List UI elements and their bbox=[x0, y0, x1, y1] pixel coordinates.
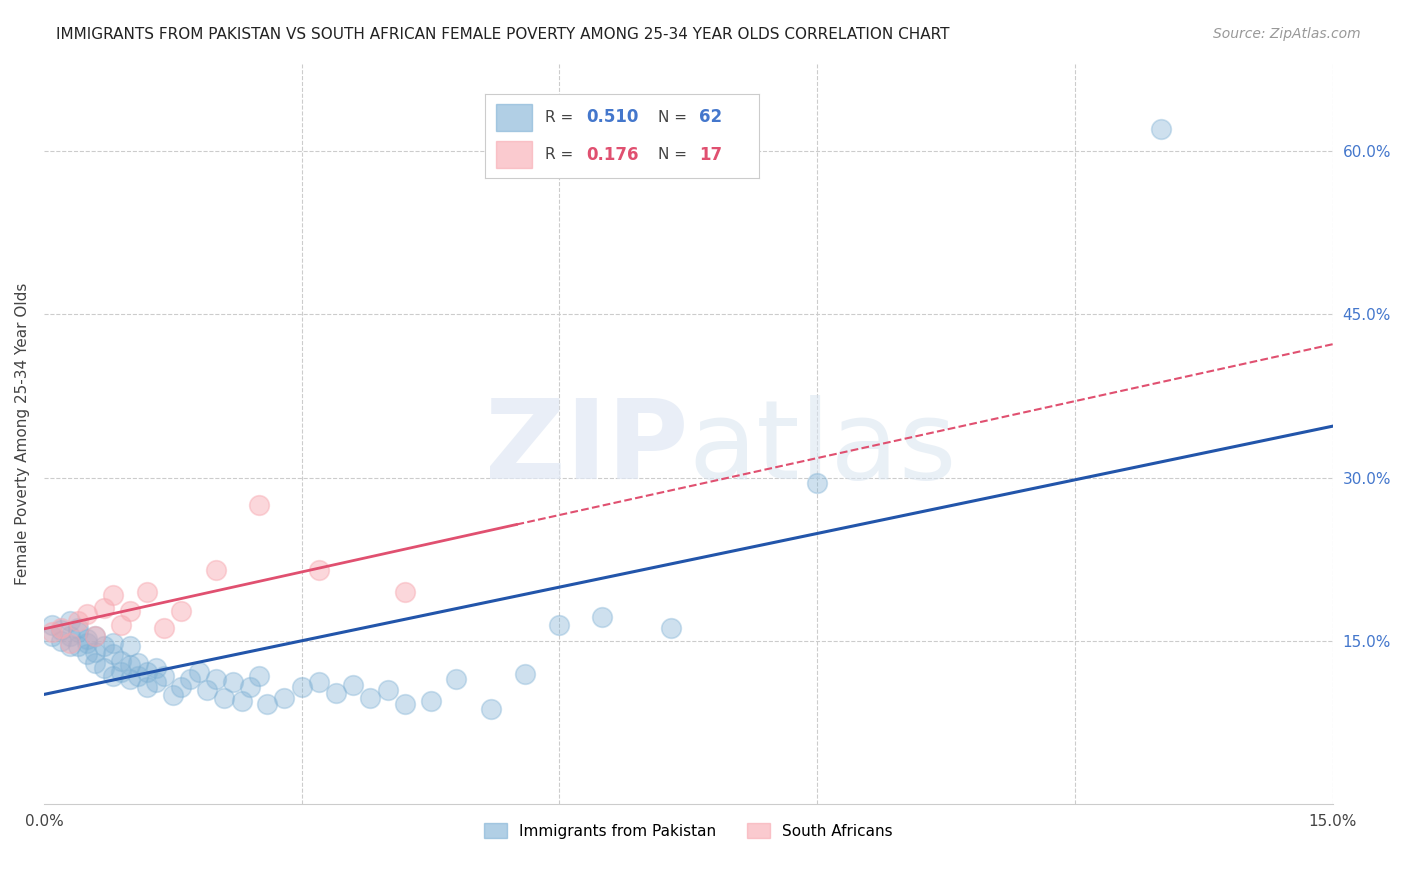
Point bbox=[239, 680, 262, 694]
Point bbox=[591, 610, 613, 624]
Point bbox=[41, 617, 63, 632]
Point bbox=[127, 669, 149, 683]
Point bbox=[273, 690, 295, 705]
Point bbox=[179, 672, 201, 686]
Point bbox=[214, 690, 236, 705]
Bar bbox=[496, 141, 531, 169]
Point bbox=[84, 629, 107, 643]
Point bbox=[76, 632, 98, 646]
Point bbox=[76, 636, 98, 650]
Point bbox=[162, 689, 184, 703]
Point bbox=[118, 672, 141, 686]
Point bbox=[136, 680, 159, 694]
Point bbox=[84, 656, 107, 670]
Point bbox=[325, 686, 347, 700]
Point bbox=[170, 680, 193, 694]
Point bbox=[67, 615, 90, 629]
Legend: Immigrants from Pakistan, South Africans: Immigrants from Pakistan, South Africans bbox=[478, 816, 898, 845]
Text: atlas: atlas bbox=[689, 395, 957, 502]
Point bbox=[110, 617, 132, 632]
Point bbox=[247, 669, 270, 683]
Point bbox=[513, 666, 536, 681]
Point bbox=[195, 683, 218, 698]
Point bbox=[256, 697, 278, 711]
Point bbox=[49, 621, 72, 635]
Text: N =: N = bbox=[658, 110, 692, 125]
Point bbox=[231, 694, 253, 708]
Point bbox=[101, 588, 124, 602]
Point bbox=[101, 669, 124, 683]
Text: ZIP: ZIP bbox=[485, 395, 689, 502]
Point bbox=[659, 621, 682, 635]
Point bbox=[118, 640, 141, 654]
Point bbox=[101, 647, 124, 661]
Point bbox=[170, 603, 193, 617]
Point bbox=[204, 672, 226, 686]
Text: 62: 62 bbox=[699, 109, 723, 127]
Point bbox=[118, 657, 141, 672]
Point bbox=[127, 656, 149, 670]
Point bbox=[145, 661, 167, 675]
Point bbox=[308, 675, 330, 690]
Point bbox=[59, 640, 82, 654]
Point bbox=[446, 672, 468, 686]
Point bbox=[49, 634, 72, 648]
Point bbox=[247, 498, 270, 512]
Point bbox=[187, 665, 209, 679]
Point bbox=[49, 623, 72, 637]
Point bbox=[1150, 122, 1173, 136]
Point bbox=[291, 680, 314, 694]
Text: 0.510: 0.510 bbox=[586, 109, 638, 127]
Point bbox=[110, 665, 132, 679]
Point bbox=[67, 640, 90, 654]
Point bbox=[59, 629, 82, 643]
Point bbox=[153, 669, 176, 683]
Point bbox=[101, 636, 124, 650]
Point bbox=[110, 654, 132, 668]
Point bbox=[41, 625, 63, 640]
Point bbox=[67, 621, 90, 635]
Bar bbox=[496, 103, 531, 131]
Point bbox=[394, 697, 416, 711]
Point bbox=[84, 645, 107, 659]
Point bbox=[136, 585, 159, 599]
Point bbox=[153, 621, 176, 635]
Point bbox=[394, 585, 416, 599]
Text: 0.176: 0.176 bbox=[586, 145, 638, 163]
Point bbox=[59, 615, 82, 629]
Point bbox=[67, 625, 90, 640]
Point bbox=[136, 665, 159, 679]
Text: Source: ZipAtlas.com: Source: ZipAtlas.com bbox=[1213, 27, 1361, 41]
Point bbox=[548, 617, 571, 632]
Point bbox=[342, 677, 364, 691]
Point bbox=[204, 563, 226, 577]
Point bbox=[359, 690, 381, 705]
Point bbox=[76, 607, 98, 621]
Point bbox=[93, 661, 115, 675]
Text: IMMIGRANTS FROM PAKISTAN VS SOUTH AFRICAN FEMALE POVERTY AMONG 25-34 YEAR OLDS C: IMMIGRANTS FROM PAKISTAN VS SOUTH AFRICA… bbox=[56, 27, 949, 42]
Point bbox=[377, 683, 399, 698]
Text: R =: R = bbox=[546, 147, 578, 162]
Point bbox=[419, 694, 441, 708]
Text: R =: R = bbox=[546, 110, 578, 125]
Point bbox=[84, 629, 107, 643]
Point bbox=[145, 675, 167, 690]
Point bbox=[76, 647, 98, 661]
Text: N =: N = bbox=[658, 147, 692, 162]
Point bbox=[93, 640, 115, 654]
Point bbox=[479, 701, 502, 715]
Point bbox=[59, 636, 82, 650]
Y-axis label: Female Poverty Among 25-34 Year Olds: Female Poverty Among 25-34 Year Olds bbox=[15, 283, 30, 585]
Point bbox=[93, 601, 115, 615]
Point bbox=[222, 675, 245, 690]
Point bbox=[41, 629, 63, 643]
Point bbox=[806, 476, 828, 491]
Point bbox=[308, 563, 330, 577]
Text: 17: 17 bbox=[699, 145, 723, 163]
Point bbox=[118, 603, 141, 617]
